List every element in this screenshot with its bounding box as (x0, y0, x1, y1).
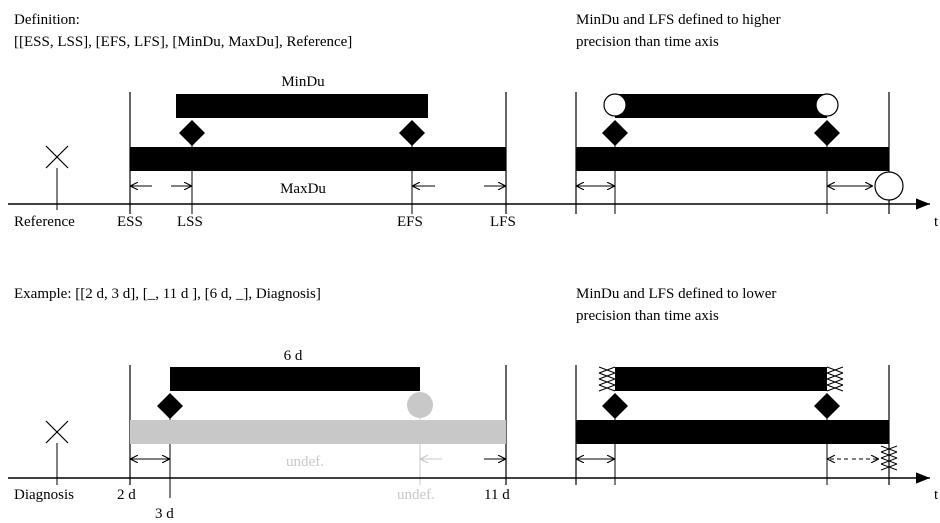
ess-label: ESS (117, 214, 143, 230)
hp-lfs-open-circle (875, 172, 903, 200)
lfs-label: LFS (490, 214, 516, 230)
reference-label: Reference (14, 214, 75, 230)
hp-open-circle-left (604, 94, 626, 116)
higher-precision-heading-line2: precision than time axis (576, 34, 719, 50)
lp-maxdu-bar (576, 420, 889, 444)
efs-diamond (399, 120, 425, 146)
definition-heading-line2: [[ESS, LSS], [EFS, LFS], [MinDu, MaxDu],… (14, 34, 352, 50)
example-efs-label: undef. (397, 487, 435, 503)
higher-precision-heading-line1: MinDu and LFS defined to higher (576, 12, 781, 28)
lp-diamond-left (602, 393, 628, 419)
panel-definition: Definition: [[ESS, LSS], [EFS, LFS], [Mi… (8, 12, 930, 230)
panel-example: Example: [[2 d, 3 d], [_, 11 d ], [6 d, … (8, 286, 930, 522)
lower-precision-heading-line2: precision than time axis (576, 308, 719, 324)
lp-zigzag-left (599, 367, 615, 391)
example-ess-label: 2 d (117, 487, 136, 503)
bottom-axis-t-label: t (934, 487, 939, 503)
hp-maxdu-bar (576, 147, 889, 171)
maxdu-bar (130, 147, 506, 171)
lp-zigzag-right (827, 367, 843, 391)
diagnosis-label: Diagnosis (14, 487, 74, 503)
lss-label: LSS (177, 214, 203, 230)
example-heading: Example: [[2 d, 3 d], [_, 11 d ], [6 d, … (14, 286, 321, 302)
hp-open-circle-right (816, 94, 838, 116)
example-undef-circle (407, 392, 433, 418)
lp-mindu-bar (615, 367, 827, 391)
lss-diamond (179, 120, 205, 146)
panel-higher-precision: MinDu and LFS defined to higher precisio… (576, 12, 939, 230)
mindu-label: MinDu (281, 74, 325, 90)
mindu-bar (176, 94, 428, 118)
example-lfs-label: 11 d (484, 487, 510, 503)
example-mindu-bar (170, 367, 420, 391)
example-maxdu-label: undef. (286, 454, 324, 470)
example-diamond (157, 393, 183, 419)
lower-precision-heading-line1: MinDu and LFS defined to lower (576, 286, 776, 302)
maxdu-label: MaxDu (280, 181, 326, 197)
lp-diamond-right (814, 393, 840, 419)
efs-label: EFS (397, 214, 423, 230)
panel-lower-precision: MinDu and LFS defined to lower precision… (576, 286, 939, 503)
example-mindu-label: 6 d (284, 348, 303, 364)
hp-diamond-right (814, 120, 840, 146)
top-axis-t-label: t (934, 214, 939, 230)
definition-heading-line1: Definition: (14, 12, 80, 28)
hp-mindu-bar (615, 94, 827, 118)
example-maxdu-bar-undefined (130, 420, 506, 444)
hp-diamond-left (602, 120, 628, 146)
example-lss-label: 3 d (155, 506, 174, 522)
